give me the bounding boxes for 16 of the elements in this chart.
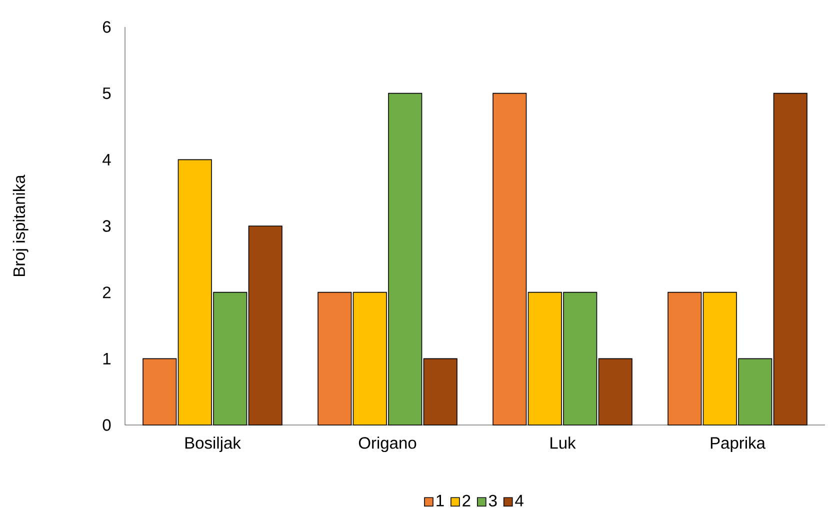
legend-label: 1 <box>436 494 444 506</box>
x-tick-label: Bosiljak <box>185 436 241 452</box>
y-tick-label: 6 <box>103 21 111 33</box>
legend-label: 3 <box>488 494 497 507</box>
y-tick-label: 1 <box>103 352 111 364</box>
legend-label: 2 <box>462 494 470 506</box>
y-axis-title: Broj ispitanika <box>12 174 28 276</box>
y-tick-label: 0 <box>102 419 111 431</box>
x-tick-label: Paprika <box>710 436 766 452</box>
y-tick-label: 4 <box>102 154 111 166</box>
legend-label: 4 <box>515 494 524 506</box>
y-tick-label: 3 <box>102 220 111 232</box>
y-tick-label: 5 <box>102 88 111 100</box>
x-tick-label: Origano <box>358 436 416 452</box>
y-tick-label: 2 <box>102 286 110 298</box>
x-tick-label: Luk <box>550 436 576 449</box>
